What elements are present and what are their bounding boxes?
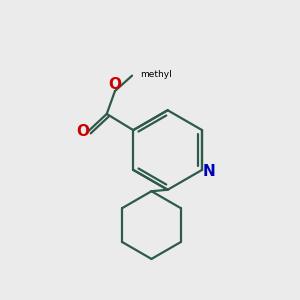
Text: N: N (202, 164, 215, 179)
Text: methyl: methyl (140, 70, 172, 79)
Text: O: O (109, 77, 122, 92)
Text: O: O (76, 124, 89, 139)
